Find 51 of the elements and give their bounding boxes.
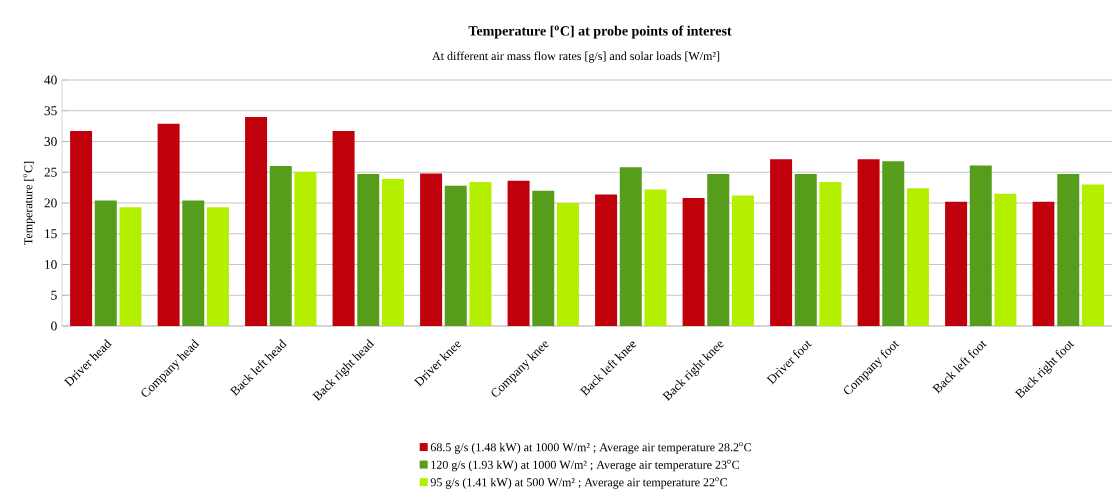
bar bbox=[1081, 184, 1104, 326]
chart-subtitle: At different air mass flow rates [g/s] and solar loads [W/m²] bbox=[432, 51, 720, 63]
bar bbox=[644, 189, 667, 326]
bar bbox=[245, 116, 268, 326]
bar bbox=[619, 167, 642, 326]
y-tick-label: 40 bbox=[44, 75, 57, 85]
y-tick-label: 20 bbox=[44, 198, 57, 208]
bar bbox=[381, 179, 404, 326]
bar bbox=[731, 195, 754, 326]
bar bbox=[819, 182, 842, 326]
y-tick-label: 15 bbox=[45, 229, 57, 239]
bar bbox=[94, 200, 117, 326]
bar bbox=[157, 123, 180, 326]
bar bbox=[882, 161, 905, 326]
bar bbox=[469, 182, 492, 326]
bar bbox=[770, 159, 793, 326]
bar bbox=[119, 207, 142, 326]
y-tick-label: 5 bbox=[51, 290, 57, 300]
bar bbox=[532, 190, 555, 326]
y-tick-label: 30 bbox=[44, 137, 57, 146]
bar bbox=[906, 188, 929, 326]
y-tick-label: 35 bbox=[44, 106, 57, 116]
bar bbox=[294, 171, 317, 326]
y-axis-title: Temperature [$^{o}$C] bbox=[23, 161, 35, 245]
bar bbox=[357, 174, 380, 326]
bar bbox=[444, 185, 467, 326]
bar bbox=[707, 174, 730, 326]
bar bbox=[182, 200, 205, 326]
y-tick-label: 10 bbox=[45, 260, 57, 269]
bar bbox=[269, 166, 292, 326]
bar bbox=[507, 180, 530, 326]
bar bbox=[945, 201, 968, 326]
y-tick-label: 25 bbox=[44, 167, 57, 177]
chart-title: Temperature [$^{o}$C] at probe points of interest bbox=[468, 25, 732, 39]
legend-label: 95 g/s (1.41 kW) at 500 W/m² ; Average air temperature 22$^{o}$C bbox=[430, 477, 727, 489]
bar bbox=[206, 207, 229, 326]
legend-label: 68.5 g/s (1.48 kW) at 1000 W/m² ; Average air temperature 28.2$^{o}$C bbox=[430, 442, 751, 454]
legend-label: 120 g/s (1.93 kW) at 1000 W/m² ; Average air temperature 23$^{o}$C bbox=[431, 459, 739, 472]
bar bbox=[420, 173, 443, 326]
bar bbox=[1057, 174, 1080, 326]
bar bbox=[969, 165, 992, 326]
y-tick-label: 0 bbox=[51, 321, 57, 331]
bar bbox=[682, 198, 705, 326]
bar bbox=[556, 203, 579, 326]
bar bbox=[332, 131, 355, 326]
bar bbox=[794, 174, 817, 326]
bar bbox=[994, 193, 1017, 326]
bar bbox=[70, 131, 93, 326]
bar bbox=[857, 159, 880, 326]
bar bbox=[595, 194, 618, 326]
bar bbox=[1032, 201, 1055, 326]
